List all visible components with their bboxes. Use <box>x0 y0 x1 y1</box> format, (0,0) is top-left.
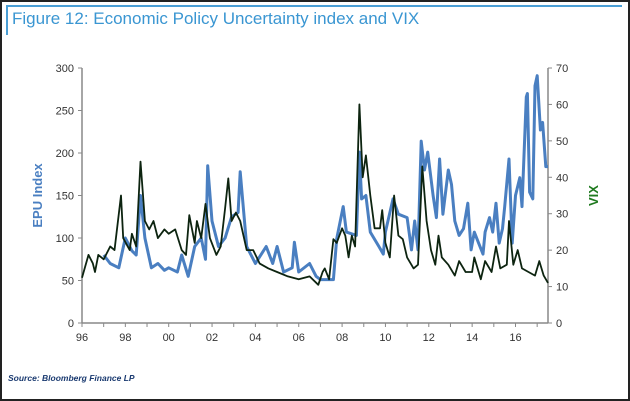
y2-tick-label: 40 <box>556 172 568 184</box>
y-axis-label: EPU Index <box>30 163 45 228</box>
x-tick-label: 14 <box>466 332 478 344</box>
x-tick-label: 02 <box>206 332 218 344</box>
y-tick-label: 200 <box>56 148 74 160</box>
title-accent <box>6 5 8 35</box>
y2-tick-label: 60 <box>556 99 568 111</box>
epu-series-line <box>102 74 548 282</box>
x-tick-label: 08 <box>336 332 348 344</box>
y-tick-label: 50 <box>62 276 74 288</box>
x-tick-label: 12 <box>423 332 435 344</box>
x-tick-label: 96 <box>76 332 88 344</box>
title-rule <box>6 5 622 7</box>
x-tick-label: 16 <box>509 332 521 344</box>
x-tick-label: 98 <box>119 332 131 344</box>
y2-tick-label: 70 <box>556 63 568 75</box>
y-tick-label: 150 <box>56 191 74 203</box>
source-note: Source: Bloomberg Finance LP <box>8 373 135 383</box>
y-tick-label: 250 <box>56 106 74 118</box>
y-tick-label: 100 <box>56 233 74 245</box>
y2-tick-label: 50 <box>556 136 568 148</box>
y2-tick-label: 20 <box>556 245 568 257</box>
y2-tick-label: 10 <box>556 282 568 294</box>
x-tick-label: 06 <box>293 332 305 344</box>
vix-series-line <box>81 103 549 286</box>
x-tick-label: 10 <box>379 332 391 344</box>
x-tick-label: 04 <box>249 332 261 344</box>
x-tick-label: 00 <box>163 332 175 344</box>
y2-tick-label: 30 <box>556 209 568 221</box>
y-tick-label: 0 <box>68 318 74 330</box>
y2-tick-label: 0 <box>556 318 562 330</box>
y-tick-label: 300 <box>56 63 74 75</box>
chart-title: Figure 12: Economic Policy Uncertainty i… <box>12 9 420 28</box>
y2-axis-label: VIX <box>586 185 601 206</box>
